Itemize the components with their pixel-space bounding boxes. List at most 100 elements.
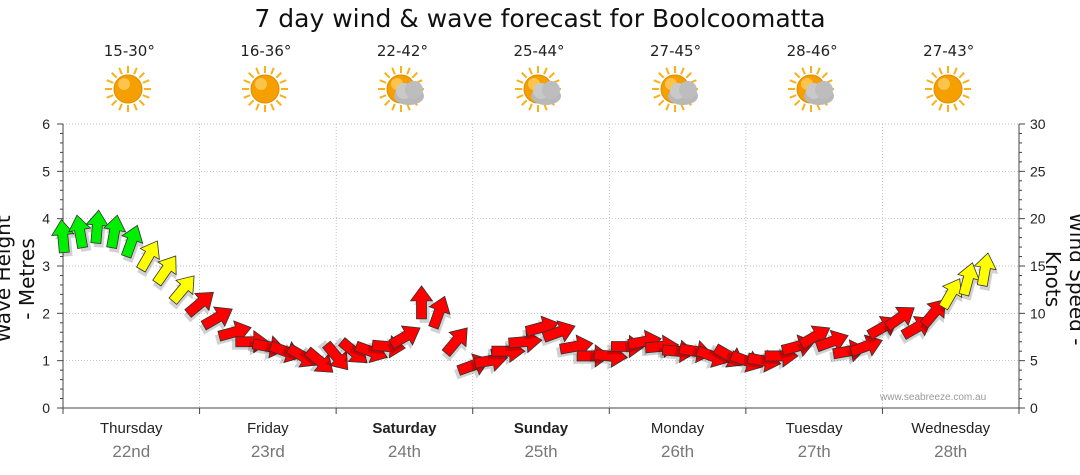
x-day-label: Tuesday	[785, 420, 843, 437]
sun-cloud-icon	[378, 66, 425, 112]
x-date-label: 22nd	[112, 442, 151, 461]
chart-title: 7 day wind & wave forecast for Boolcooma…	[254, 4, 826, 33]
cloud-shape	[667, 81, 698, 105]
wind-arrow-shape	[409, 285, 434, 320]
temperature-range: 22-42°	[376, 42, 428, 60]
left-tick-label: 0	[42, 400, 50, 416]
temperature-range: 15-30°	[103, 42, 155, 60]
sun-icon	[241, 66, 288, 112]
wind-arrow	[428, 295, 452, 334]
right-axis-label: Wind Speed - Knots	[1041, 212, 1080, 346]
day-header: 15-30°	[61, 42, 197, 116]
wind-arrow	[152, 255, 177, 291]
left-tick-label: 2	[42, 305, 50, 321]
day-header: 25-44°	[471, 42, 607, 116]
x-day-label: Friday	[247, 420, 289, 437]
right-tick-label: 25	[1030, 163, 1046, 179]
wind-arrow	[539, 320, 576, 347]
wind-arrow	[199, 306, 233, 335]
watermark: www.seabreeze.com.au	[880, 392, 987, 403]
wind-arrow-shape	[973, 252, 997, 287]
sun-rays	[241, 66, 288, 112]
wind-arrow	[882, 306, 915, 336]
sun-cloud-icon	[788, 66, 835, 112]
wind-arrow-shape	[184, 291, 214, 318]
left-tick-label: 1	[42, 353, 50, 369]
cloud-shape	[804, 81, 835, 105]
x-day-label: Thursday	[100, 420, 163, 437]
wind-arrows	[51, 209, 999, 380]
wind-arrow-shape	[508, 329, 543, 354]
x-date-label: 28th	[934, 442, 968, 461]
wind-arrow	[957, 262, 982, 301]
wind-arrow-shape	[441, 327, 468, 358]
wind-arrow	[846, 334, 883, 361]
temperature-range: 25-44°	[513, 42, 565, 60]
x-day-label: Saturday	[372, 420, 437, 437]
wind-arrow-shape	[938, 278, 963, 311]
sun-rays	[924, 66, 971, 112]
wind-arrow-shape	[120, 224, 144, 259]
wind-arrow	[938, 278, 963, 315]
x-date-label: 27th	[797, 442, 831, 461]
wind-arrow	[386, 325, 421, 354]
wind-arrow	[68, 214, 95, 252]
x-day-label: Sunday	[513, 420, 569, 437]
wind-arrow	[120, 224, 145, 263]
wind-arrow-shape	[51, 218, 75, 254]
temperature-range: 27-45°	[650, 42, 702, 60]
left-tick-label: 4	[42, 211, 50, 227]
cloud-shape	[394, 81, 425, 105]
wind-arrow	[135, 240, 160, 277]
x-day-label: Wednesday	[911, 420, 991, 437]
right-tick-label: 10	[1030, 305, 1046, 321]
right-tick-label: 0	[1030, 400, 1038, 416]
sun-icon	[924, 66, 971, 112]
axes: 0 1 2 3 4 5 6 0 5 10 15 20 25 30	[42, 116, 1046, 416]
sun-cloud-icon	[515, 66, 561, 112]
wind-arrow-shape	[152, 255, 177, 287]
day-header: 16-36°	[198, 42, 334, 116]
cloud-shape	[531, 81, 561, 105]
temperature-range: 28-46°	[786, 42, 838, 60]
grid-lines	[63, 123, 1019, 408]
right-tick-label: 20	[1030, 211, 1046, 227]
wind-arrow-shape	[919, 299, 946, 329]
x-date-label: 26th	[661, 442, 695, 461]
wind-arrow	[919, 299, 946, 334]
wind-arrow	[409, 285, 436, 323]
x-date-label: 24th	[387, 442, 421, 461]
wind-arrow-shape	[168, 275, 195, 305]
sun-cloud-icon	[651, 66, 698, 112]
wind-arrow-shape	[388, 325, 421, 350]
right-tick-label: 5	[1030, 353, 1038, 369]
right-tick-label: 30	[1030, 116, 1046, 132]
x-day-label: Monday	[650, 420, 705, 437]
right-tick-label: 15	[1030, 258, 1046, 274]
day-header: 27-45°	[608, 42, 744, 116]
wind-arrow-shape	[68, 214, 92, 249]
wind-arrow	[183, 291, 214, 323]
left-tick-label: 5	[42, 163, 50, 179]
left-tick-label: 6	[42, 116, 50, 132]
wind-arrow-shape	[303, 346, 334, 373]
wind-arrow-shape	[541, 320, 576, 343]
temperature-range: 16-36°	[240, 42, 292, 60]
wind-arrow	[504, 329, 543, 356]
sun-rays	[105, 66, 152, 112]
day-header: 22-42°	[334, 42, 470, 116]
wind-arrow	[103, 214, 128, 253]
wind-arrow	[441, 327, 468, 362]
wind-arrow	[973, 252, 999, 291]
day-header: 27-43°	[881, 42, 1017, 116]
wind-arrow-shape	[883, 306, 915, 332]
wind-arrow-shape	[200, 306, 233, 331]
wind-arrow-shape	[135, 240, 160, 273]
day-header: 28-46°	[744, 42, 880, 116]
sun-icon	[105, 66, 152, 112]
temperature-range: 27-43°	[923, 42, 975, 60]
left-axis-label: Wave Height - Metres	[0, 215, 39, 343]
wind-arrow	[299, 346, 334, 373]
wind-arrow-shape	[428, 295, 451, 330]
